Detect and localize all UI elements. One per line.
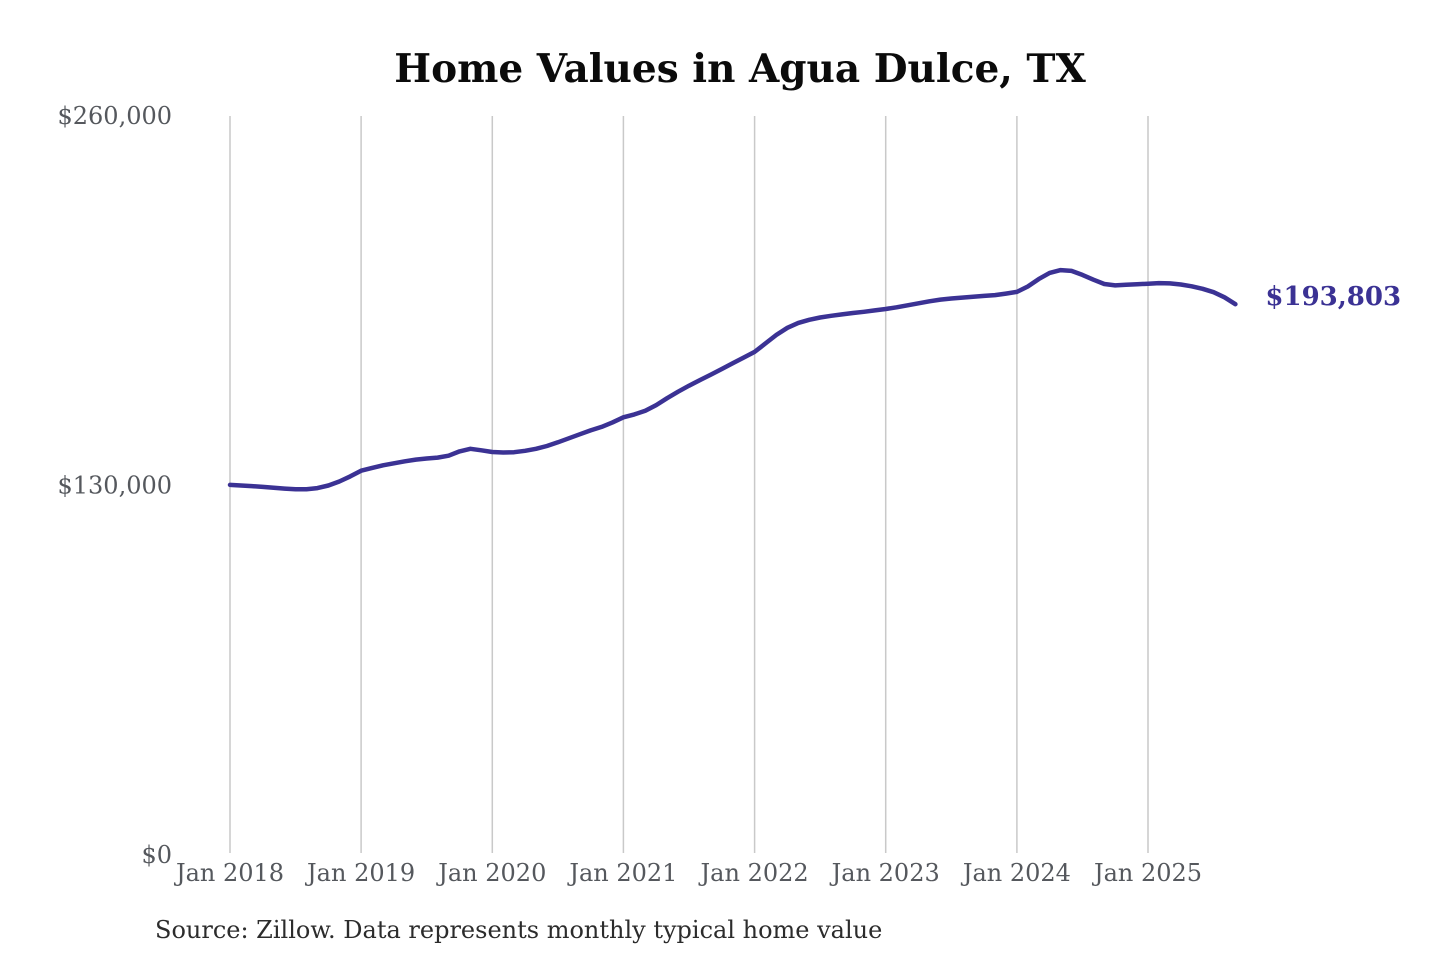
current-value-label: $193,803: [1265, 282, 1401, 312]
x-tick-label: Jan 2021: [566, 859, 677, 887]
x-tick-label: Jan 2023: [829, 859, 940, 887]
chart-title: Home Values in Agua Dulce, TX: [394, 46, 1086, 92]
home-value-line: [227, 267, 1238, 492]
x-tick-label: Jan 2022: [698, 859, 809, 887]
y-tick-label: $260,000: [57, 102, 172, 130]
x-tick-label: Jan 2018: [173, 859, 284, 887]
x-tick-label: Jan 2020: [435, 859, 546, 887]
x-axis-labels: Jan 2018 Jan 2019 Jan 2020 Jan 2021 Jan 2022…: [173, 859, 1202, 887]
y-axis-labels: $0 $130,000 $260,000: [57, 102, 172, 869]
x-tick-label: Jan 2025: [1091, 859, 1202, 887]
y-tick-label: $130,000: [57, 472, 172, 500]
x-tick-label: Jan 2019: [304, 859, 415, 887]
year-gridlines: [229, 116, 1149, 853]
x-tick-label: Jan 2024: [960, 859, 1071, 887]
y-tick-label: $0: [141, 841, 172, 869]
source-note: Source: Zillow. Data represents monthly …: [155, 916, 882, 944]
